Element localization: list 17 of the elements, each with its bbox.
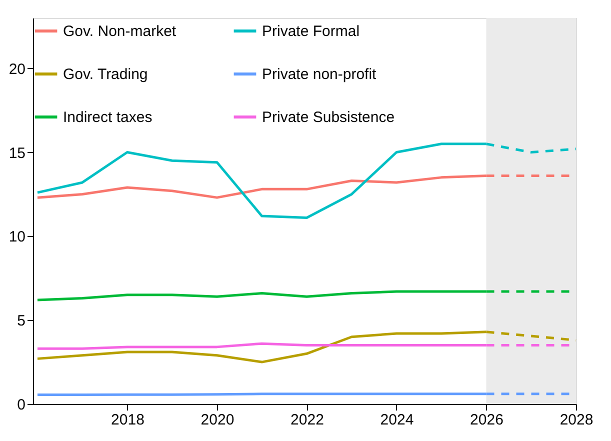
x-tick-label: 2026 xyxy=(470,412,504,428)
legend-label: Private Formal xyxy=(262,23,360,40)
legend-label: Private non-profit xyxy=(262,66,378,83)
legend-label: Private Subsistence xyxy=(262,109,395,126)
y-tick-label: 0 xyxy=(17,396,26,414)
legend-label: Indirect taxes xyxy=(63,109,152,126)
x-tick-label: 2018 xyxy=(111,412,144,428)
y-tick-label: 20 xyxy=(8,60,26,78)
legend-label: Gov. Non-market xyxy=(63,23,177,40)
legend-label: Gov. Trading xyxy=(63,66,148,83)
y-tick-label: 10 xyxy=(8,228,26,246)
x-tick-label: 2022 xyxy=(290,412,324,428)
x-tick-label: 2028 xyxy=(560,412,594,428)
y-tick-label: 5 xyxy=(17,312,26,330)
x-tick-label: 2024 xyxy=(380,412,414,428)
y-tick-label: 15 xyxy=(8,144,26,162)
x-tick-label: 2020 xyxy=(200,412,234,428)
